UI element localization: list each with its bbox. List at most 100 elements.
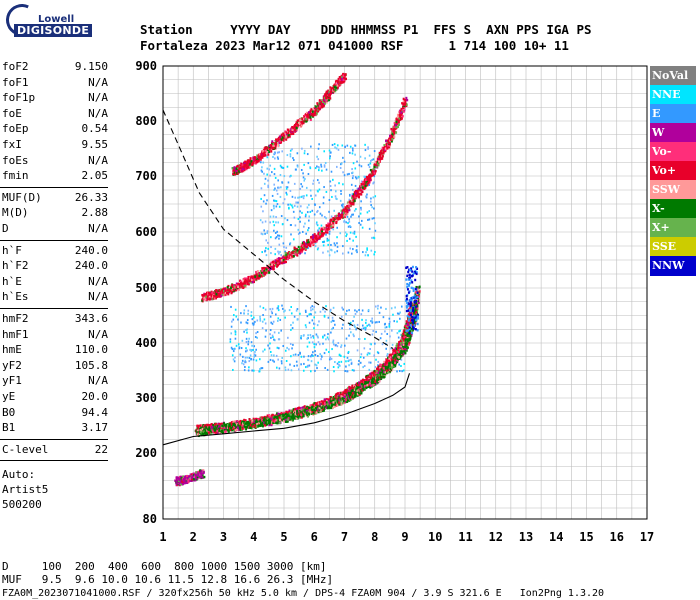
trace-point	[385, 369, 388, 372]
cloud-point	[325, 338, 327, 341]
cloud-point	[377, 364, 379, 367]
cloud-point	[380, 306, 382, 309]
cloud-point	[329, 310, 332, 313]
auto-line-1: Auto:	[2, 468, 36, 482]
cloud-point	[265, 254, 268, 257]
cloud-point	[350, 361, 353, 364]
cloud-point	[246, 349, 248, 352]
cloud-point	[256, 319, 259, 322]
cloud-point	[348, 172, 350, 175]
trace-point	[406, 326, 409, 330]
cloud-point	[243, 361, 246, 364]
cloud-point	[360, 180, 363, 183]
cloud-point	[327, 333, 329, 336]
cloud-point	[371, 333, 374, 336]
cloud-point	[249, 354, 252, 357]
cloud-point	[300, 337, 302, 340]
trace-point	[244, 419, 247, 422]
cloud-point	[307, 358, 309, 361]
trace-point	[251, 419, 254, 422]
cloud-point	[246, 319, 249, 322]
trace-point	[401, 354, 404, 357]
cloud-point	[317, 354, 319, 357]
cloud-point	[340, 204, 343, 207]
trace-point	[195, 428, 198, 432]
cloud-point	[346, 215, 349, 218]
cloud-point	[234, 337, 237, 340]
trace-point	[405, 349, 408, 352]
cloud-point	[367, 310, 370, 313]
cloud-point	[368, 368, 371, 371]
trace-point	[332, 403, 335, 406]
cloud-point	[358, 309, 360, 312]
cloud-point	[281, 181, 283, 184]
cloud-point	[340, 315, 343, 318]
trace-point	[268, 423, 271, 427]
trace-point	[205, 295, 208, 298]
cloud-point	[274, 237, 277, 240]
cloud-point	[266, 155, 268, 158]
param-row-fof1: foF1 N/A	[2, 76, 108, 90]
trace-point	[317, 410, 320, 414]
trace-point	[290, 415, 293, 418]
trace-point	[260, 424, 263, 427]
cloud-point	[360, 328, 363, 331]
cloud-point	[332, 178, 334, 181]
cloud-point	[368, 352, 371, 355]
cloud-point	[316, 367, 318, 370]
cloud-point	[368, 323, 370, 326]
trace-point	[411, 306, 414, 309]
cloud-point	[318, 206, 321, 209]
cloud-point	[348, 193, 351, 196]
cloud-point	[329, 155, 331, 158]
cloud-point	[370, 320, 372, 323]
cloud-point	[286, 154, 289, 157]
param-key: B1	[2, 421, 16, 435]
cloud-point	[247, 343, 250, 346]
cloud-point	[313, 203, 316, 206]
param-row-fof1p: foF1p N/A	[2, 91, 108, 105]
cloud-point	[311, 197, 313, 200]
trace-point	[390, 354, 393, 357]
cloud-point	[311, 319, 314, 322]
trace-point	[394, 359, 397, 362]
trace-point	[233, 285, 236, 288]
trace-point	[351, 387, 354, 390]
trace-point	[227, 290, 230, 294]
cloud-point	[374, 305, 377, 308]
scatter-clouds	[229, 143, 406, 373]
cloud-point	[383, 323, 386, 326]
trace-point	[301, 412, 304, 415]
cloud-point	[332, 341, 334, 344]
cloud-point	[364, 149, 367, 152]
cloud-point	[272, 320, 275, 323]
cloud-point	[266, 173, 268, 176]
trace-point	[263, 415, 266, 419]
cloud-point	[318, 320, 320, 323]
cloud-point	[353, 335, 355, 338]
cloud-point	[328, 254, 331, 257]
trace-point	[235, 426, 238, 429]
cloud-point	[304, 324, 307, 327]
cloud-point	[275, 221, 277, 224]
cloud-point	[318, 188, 321, 191]
cloud-point	[398, 369, 401, 372]
trace-point	[215, 293, 218, 296]
cloud-point	[293, 182, 296, 185]
trace-point	[233, 429, 236, 432]
cloud-point	[330, 331, 332, 334]
cloud-point	[341, 252, 344, 255]
cloud-point	[364, 337, 366, 340]
trace-point	[278, 421, 281, 425]
trace-point	[403, 326, 406, 329]
cloud-point	[272, 336, 274, 339]
trace-point	[208, 296, 211, 299]
cloud-point	[340, 162, 343, 165]
trace-point	[378, 374, 381, 377]
cloud-point	[290, 328, 292, 331]
trace-point	[373, 378, 376, 381]
cloud-point	[358, 338, 361, 341]
cloud-point	[333, 242, 336, 245]
param-value: 3.17	[81, 421, 109, 435]
cloud-point	[278, 331, 280, 334]
